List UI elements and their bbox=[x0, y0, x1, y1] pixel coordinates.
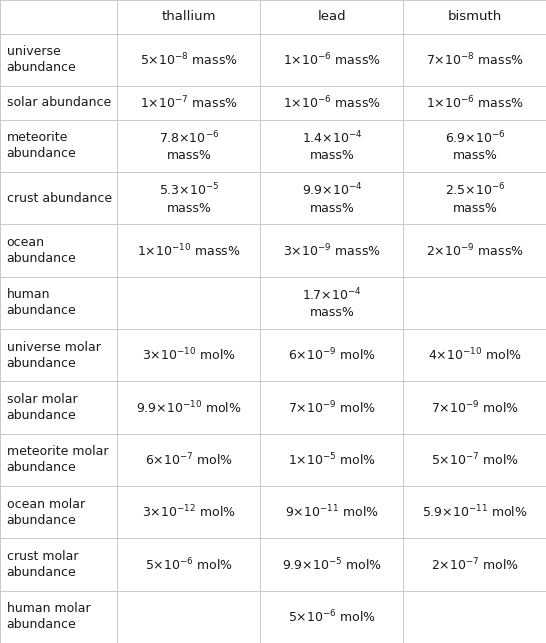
Text: $1{\times}10^{-10}$ mass%: $1{\times}10^{-10}$ mass% bbox=[137, 242, 241, 259]
Text: $5.3{\times}10^{-5}$
mass%: $5.3{\times}10^{-5}$ mass% bbox=[159, 182, 219, 215]
Text: $1{\times}10^{-6}$ mass%: $1{\times}10^{-6}$ mass% bbox=[283, 95, 381, 111]
Text: $9.9{\times}10^{-4}$
mass%: $9.9{\times}10^{-4}$ mass% bbox=[301, 182, 363, 215]
Text: thallium: thallium bbox=[162, 10, 216, 23]
Text: solar molar
abundance: solar molar abundance bbox=[7, 393, 77, 422]
Text: $2{\times}10^{-9}$ mass%: $2{\times}10^{-9}$ mass% bbox=[426, 242, 524, 259]
Text: $5{\times}10^{-6}$ mol%: $5{\times}10^{-6}$ mol% bbox=[145, 556, 233, 573]
Text: $9{\times}10^{-11}$ mol%: $9{\times}10^{-11}$ mol% bbox=[285, 504, 379, 520]
Text: $3{\times}10^{-12}$ mol%: $3{\times}10^{-12}$ mol% bbox=[142, 504, 236, 520]
Text: meteorite molar
abundance: meteorite molar abundance bbox=[7, 446, 108, 475]
Text: $5{\times}10^{-8}$ mass%: $5{\times}10^{-8}$ mass% bbox=[140, 51, 238, 68]
Text: $1{\times}10^{-6}$ mass%: $1{\times}10^{-6}$ mass% bbox=[426, 95, 524, 111]
Text: $9.9{\times}10^{-5}$ mol%: $9.9{\times}10^{-5}$ mol% bbox=[282, 556, 382, 573]
Text: ocean
abundance: ocean abundance bbox=[7, 236, 76, 265]
Text: $6{\times}10^{-9}$ mol%: $6{\times}10^{-9}$ mol% bbox=[288, 347, 376, 363]
Text: solar abundance: solar abundance bbox=[7, 96, 111, 109]
Text: $7{\times}10^{-9}$ mol%: $7{\times}10^{-9}$ mol% bbox=[288, 399, 376, 416]
Text: $7{\times}10^{-8}$ mass%: $7{\times}10^{-8}$ mass% bbox=[426, 51, 524, 68]
Text: universe
abundance: universe abundance bbox=[7, 46, 76, 75]
Text: $1{\times}10^{-6}$ mass%: $1{\times}10^{-6}$ mass% bbox=[283, 51, 381, 68]
Text: $5{\times}10^{-7}$ mol%: $5{\times}10^{-7}$ mol% bbox=[431, 451, 519, 468]
Text: bismuth: bismuth bbox=[448, 10, 502, 23]
Text: universe molar
abundance: universe molar abundance bbox=[7, 341, 100, 370]
Text: $2{\times}10^{-7}$ mol%: $2{\times}10^{-7}$ mol% bbox=[431, 556, 519, 573]
Text: $1{\times}10^{-7}$ mass%: $1{\times}10^{-7}$ mass% bbox=[140, 95, 238, 111]
Text: $1.4{\times}10^{-4}$
mass%: $1.4{\times}10^{-4}$ mass% bbox=[301, 130, 363, 162]
Text: $9.9{\times}10^{-10}$ mol%: $9.9{\times}10^{-10}$ mol% bbox=[136, 399, 242, 416]
Text: $5.9{\times}10^{-11}$ mol%: $5.9{\times}10^{-11}$ mol% bbox=[422, 504, 528, 520]
Text: $1{\times}10^{-5}$ mol%: $1{\times}10^{-5}$ mol% bbox=[288, 451, 376, 468]
Text: human
abundance: human abundance bbox=[7, 289, 76, 318]
Text: $7.8{\times}10^{-6}$
mass%: $7.8{\times}10^{-6}$ mass% bbox=[159, 130, 219, 162]
Text: lead: lead bbox=[318, 10, 346, 23]
Text: crust molar
abundance: crust molar abundance bbox=[7, 550, 78, 579]
Text: crust abundance: crust abundance bbox=[7, 192, 112, 205]
Text: human molar
abundance: human molar abundance bbox=[7, 602, 90, 631]
Text: $3{\times}10^{-9}$ mass%: $3{\times}10^{-9}$ mass% bbox=[283, 242, 381, 259]
Text: $2.5{\times}10^{-6}$
mass%: $2.5{\times}10^{-6}$ mass% bbox=[444, 182, 506, 215]
Text: $5{\times}10^{-6}$ mol%: $5{\times}10^{-6}$ mol% bbox=[288, 608, 376, 625]
Text: $4{\times}10^{-10}$ mol%: $4{\times}10^{-10}$ mol% bbox=[428, 347, 522, 363]
Text: meteorite
abundance: meteorite abundance bbox=[7, 131, 76, 161]
Text: $1.7{\times}10^{-4}$
mass%: $1.7{\times}10^{-4}$ mass% bbox=[302, 287, 362, 319]
Text: $6{\times}10^{-7}$ mol%: $6{\times}10^{-7}$ mol% bbox=[145, 451, 233, 468]
Text: $3{\times}10^{-10}$ mol%: $3{\times}10^{-10}$ mol% bbox=[142, 347, 236, 363]
Text: ocean molar
abundance: ocean molar abundance bbox=[7, 498, 85, 527]
Text: $7{\times}10^{-9}$ mol%: $7{\times}10^{-9}$ mol% bbox=[431, 399, 519, 416]
Text: $6.9{\times}10^{-6}$
mass%: $6.9{\times}10^{-6}$ mass% bbox=[444, 130, 506, 162]
